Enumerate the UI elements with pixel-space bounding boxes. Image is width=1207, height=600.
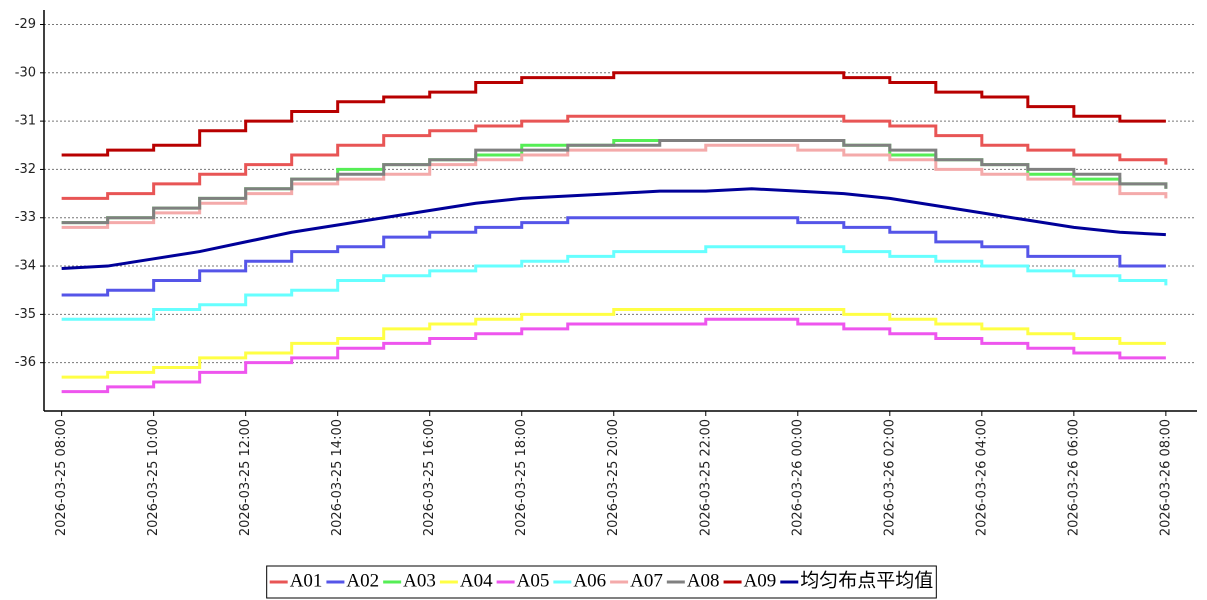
legend-label: 均匀布点平均值 (800, 569, 933, 591)
x-tick-label: 2026-03-25 22:00 (698, 419, 713, 536)
legend-label: A06 (573, 570, 606, 591)
x-tick-label: 2026-03-25 12:00 (238, 419, 253, 536)
x-tick-label: 2026-03-25 20:00 (606, 419, 621, 536)
series-line (61, 187, 1166, 270)
x-tick-label: 2026-03-25 16:00 (422, 419, 437, 536)
x-tick-label: 2026-03-26 00:00 (790, 419, 805, 536)
y-tick-label: -31 (15, 114, 36, 129)
legend-label: A09 (744, 570, 777, 591)
x-tick-label: 2026-03-26 02:00 (882, 419, 897, 536)
x-tick-label: 2026-03-26 08:00 (1158, 419, 1173, 536)
x-tick-label: 2026-03-25 18:00 (514, 419, 529, 536)
x-tick-label: 2026-03-25 08:00 (54, 419, 69, 536)
series-line (61, 71, 1166, 157)
y-tick-label: -30 (15, 65, 36, 80)
legend-label: A05 (517, 570, 550, 591)
legend-label: A08 (687, 570, 720, 591)
legend: A01 A02 A03 A04 A05 A06 A07 A08 A09 均匀布点平均值 (266, 565, 937, 599)
legend-label: A01 (290, 570, 323, 591)
series-line (61, 308, 1166, 379)
legend-label: A02 (346, 570, 379, 591)
legend-label: A04 (460, 570, 493, 591)
series-line (61, 138, 1168, 225)
series-line (61, 317, 1166, 394)
series-line (61, 245, 1168, 321)
legend-label: A07 (630, 570, 663, 591)
x-tick-label: 2026-03-26 04:00 (974, 419, 989, 536)
y-tick-label: -33 (15, 210, 36, 225)
y-tick-label: -36 (15, 355, 36, 370)
series-line (61, 138, 1168, 225)
y-tick-label: -35 (15, 307, 36, 322)
y-tick-label: -34 (15, 259, 36, 274)
y-tick-label: -32 (15, 162, 36, 177)
series-line (61, 114, 1168, 200)
x-tick-label: 2026-03-25 14:00 (330, 419, 345, 536)
x-tick-label: 2026-03-25 10:00 (146, 419, 161, 536)
y-tick-label: -29 (15, 17, 36, 32)
x-tick-label: 2026-03-26 06:00 (1066, 419, 1081, 536)
series-line (61, 216, 1166, 297)
legend-box (266, 565, 937, 599)
legend-label: A03 (403, 570, 436, 591)
